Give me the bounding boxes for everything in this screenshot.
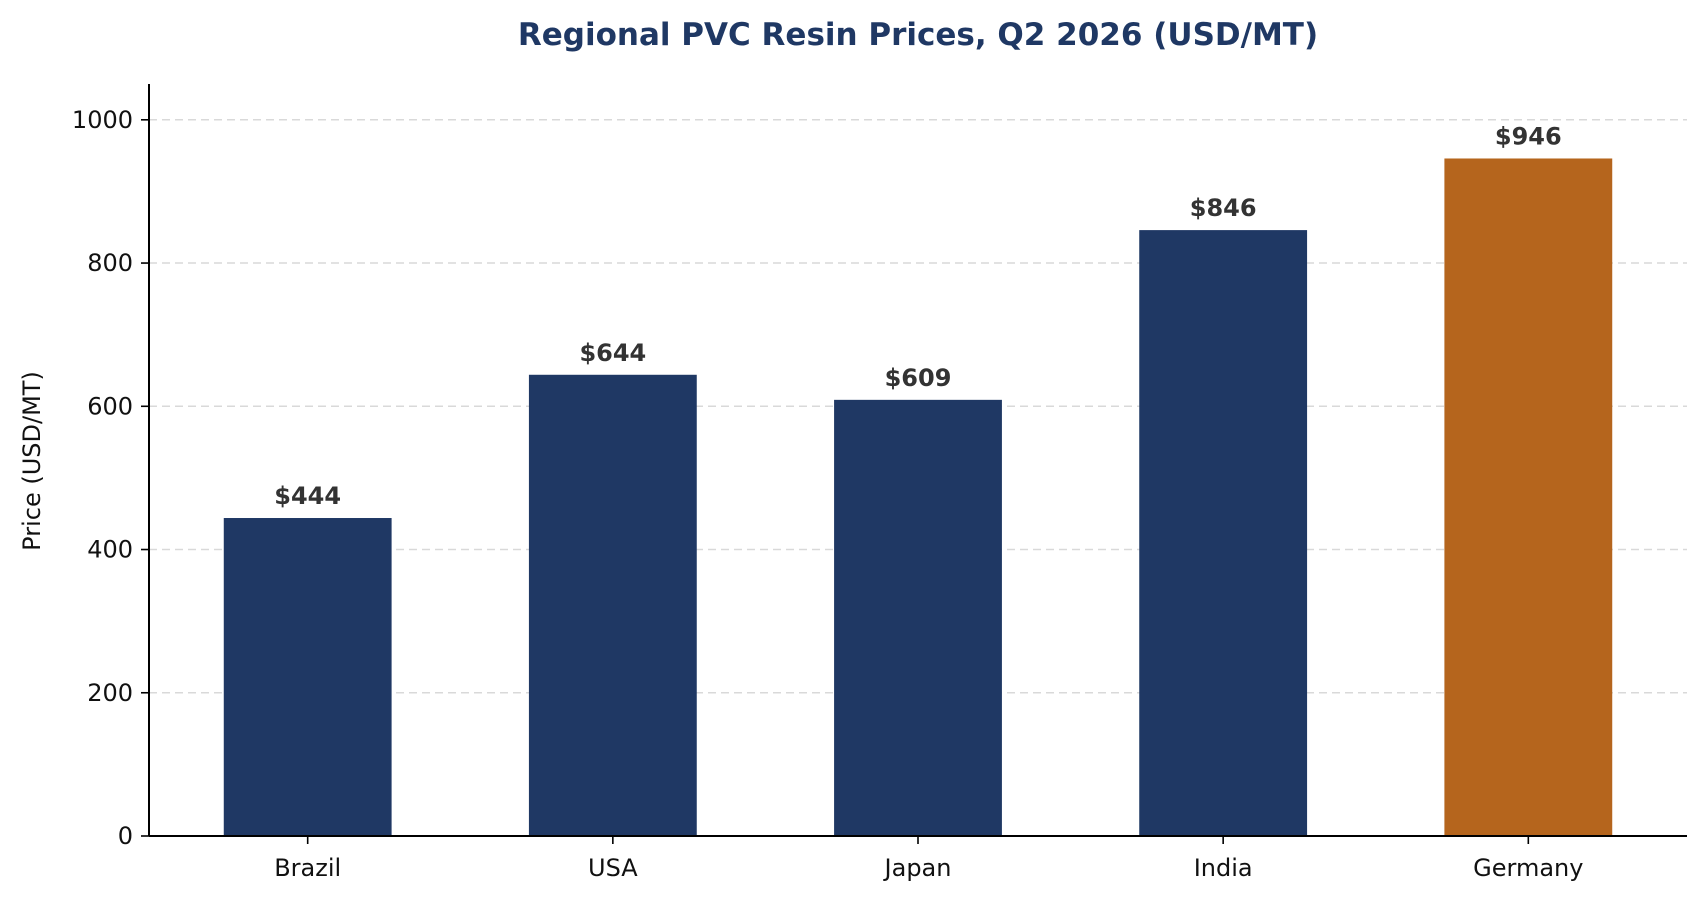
bar-india <box>1139 230 1308 837</box>
data-label-japan: $609 <box>885 364 952 392</box>
bars <box>223 158 1613 837</box>
data-label-usa: $644 <box>579 339 646 367</box>
bar-germany <box>1444 158 1613 836</box>
y-axis: 0 200 400 600 800 1000 <box>72 84 150 850</box>
x-tick-label-brazil: Brazil <box>274 854 341 882</box>
x-axis: Brazil USA Japan India Germany <box>149 835 1687 882</box>
data-label-germany: $946 <box>1495 122 1562 150</box>
bar-japan <box>834 399 1002 836</box>
x-tick-label-japan: Japan <box>883 854 952 882</box>
y-tick-label: 1000 <box>72 106 133 134</box>
x-tick-label-usa: USA <box>588 854 638 882</box>
bar-usa <box>528 374 697 836</box>
y-tick-label: 200 <box>87 679 133 707</box>
y-tick-label: 400 <box>87 536 133 564</box>
x-tick-label-india: India <box>1194 854 1253 882</box>
data-label-india: $846 <box>1190 194 1257 222</box>
data-labels: $444 $644 $609 $846 $946 <box>274 122 1561 510</box>
y-tick-label: 800 <box>87 249 133 277</box>
x-tick-label-germany: Germany <box>1473 854 1583 882</box>
bar-brazil <box>223 518 392 836</box>
y-tick-label: 600 <box>87 392 133 420</box>
chart-title: Regional PVC Resin Prices, Q2 2026 (USD/… <box>518 17 1318 53</box>
y-tick-label: 0 <box>118 822 133 850</box>
data-label-brazil: $444 <box>274 482 341 510</box>
y-axis-label: Price (USD/MT) <box>18 371 46 551</box>
